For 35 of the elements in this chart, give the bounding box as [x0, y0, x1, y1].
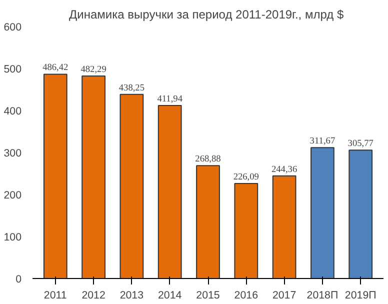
x-tick-label: 2018П [306, 290, 338, 302]
data-label: 305,77 [348, 139, 374, 150]
data-label: 244,36 [271, 164, 298, 175]
bar [196, 165, 220, 278]
data-label: 486,42 [42, 63, 69, 74]
data-label: 268,88 [195, 154, 222, 165]
x-tick-label: 2011 [44, 290, 67, 302]
bar [310, 147, 334, 278]
bar [120, 94, 144, 278]
x-tick-label: 2019П [344, 290, 376, 302]
bar [158, 104, 182, 278]
data-label: 226,09 [233, 172, 260, 183]
y-tick-label: 100 [4, 232, 22, 244]
data-label: 482,29 [80, 64, 107, 75]
y-tick-label: 600 [4, 22, 22, 34]
y-tick-label: 400 [4, 106, 22, 118]
x-tick-label: 2017 [272, 290, 296, 302]
data-label: 438,25 [118, 83, 145, 94]
bar [348, 150, 373, 278]
data-label: 411,94 [157, 94, 183, 104]
x-tick-label: 2014 [158, 290, 182, 302]
x-tick-label: 2013 [120, 290, 144, 302]
y-tick-label: 300 [4, 148, 22, 160]
y-tick-label: 500 [4, 64, 22, 76]
chart-title: Динамика выручки за период 2011-2019г., млрд $ [69, 8, 344, 22]
x-tick-label: 2015 [196, 290, 220, 302]
y-tick-label: 200 [4, 190, 22, 202]
y-tick-label: 0 [16, 274, 22, 286]
bar [43, 74, 68, 278]
data-label: 311,67 [310, 136, 336, 147]
bar [234, 183, 258, 278]
x-tick-label: 2012 [82, 290, 106, 302]
bar [82, 75, 106, 278]
x-tick-label: 2016 [234, 290, 258, 302]
bar [272, 175, 296, 278]
